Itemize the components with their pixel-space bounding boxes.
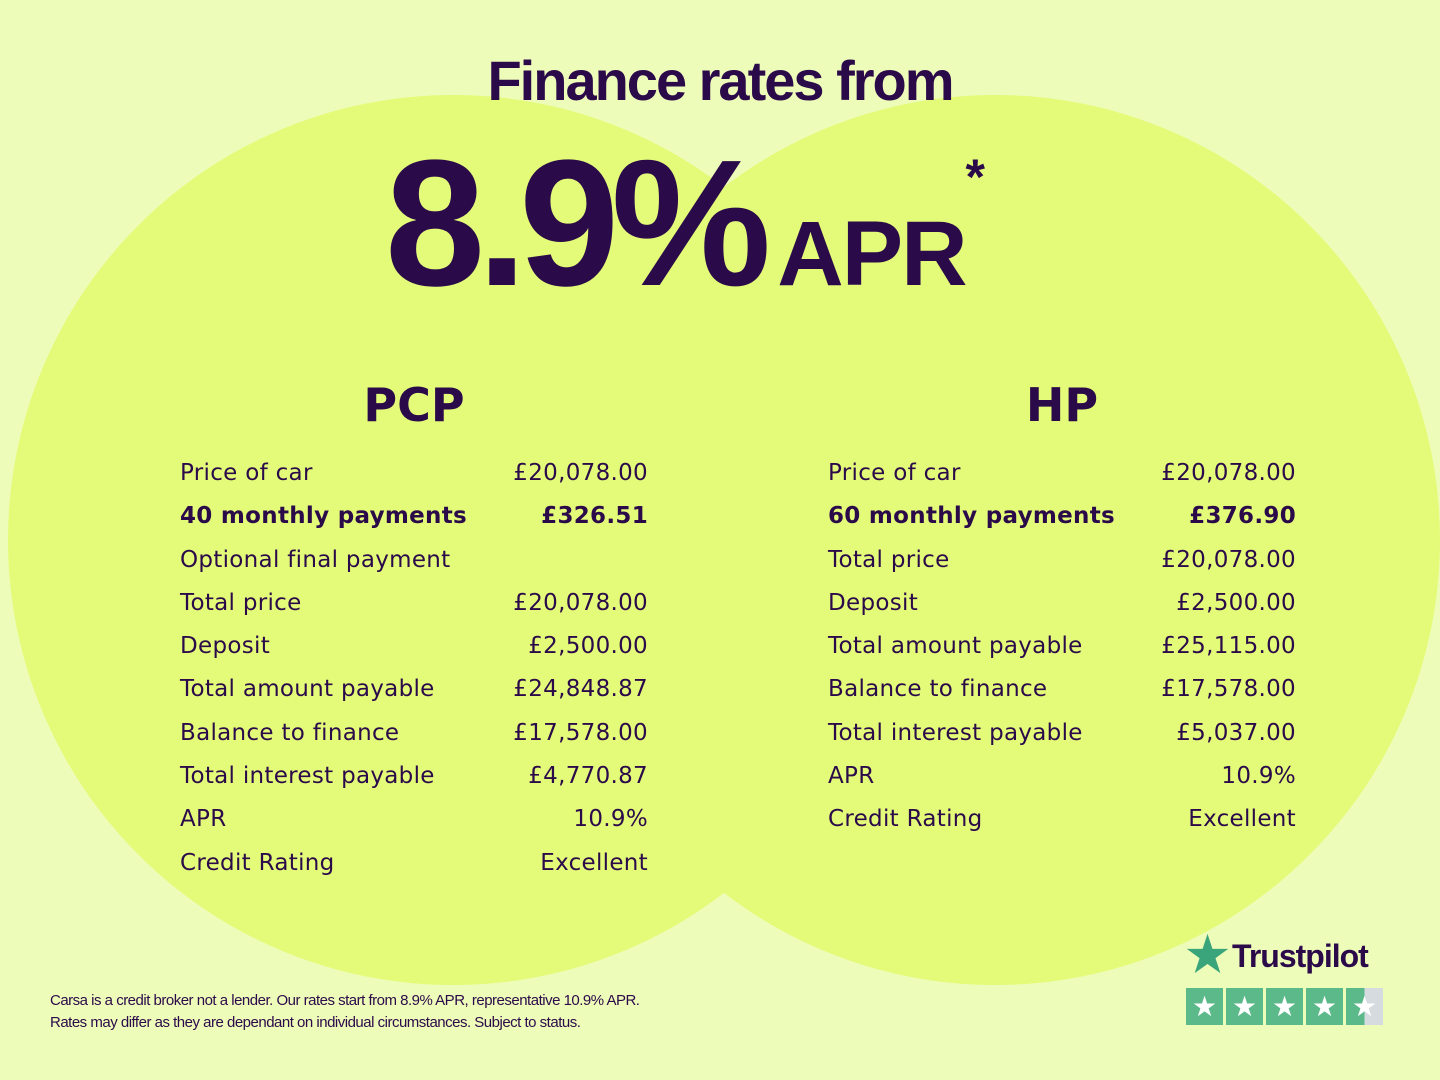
table-row: Deposit £2,500.00	[828, 590, 1296, 633]
row-label: Price of car	[180, 460, 313, 486]
table-row: Total amount payable £24,848.87	[180, 676, 648, 719]
row-label: Total interest payable	[828, 719, 1083, 746]
hp-table: HP Price of car £20,078.00 60 monthly paym…	[828, 378, 1296, 850]
rating-star-icon: ★	[1186, 988, 1223, 1025]
table-row: Total interest payable £4,770.87	[180, 763, 648, 806]
table-row: Total interest payable £5,037.00	[828, 720, 1296, 763]
row-label: Total price	[828, 546, 950, 573]
row-value: 10.9%	[1221, 763, 1296, 790]
pcp-table: PCP Price of car £20,078.00 40 monthly pay…	[180, 378, 648, 893]
trustpilot-badge[interactable]: ★ Trustpilot ★ ★ ★ ★ ★	[1186, 929, 1383, 1025]
row-value: £24,848.87	[513, 676, 648, 703]
row-label: Total interest payable	[180, 763, 435, 790]
row-label: APR	[828, 763, 875, 790]
row-value: £17,578.00	[1161, 676, 1296, 703]
table-row: Balance to finance £17,578.00	[180, 720, 648, 763]
table-row: Credit Rating Excellent	[828, 806, 1296, 849]
row-value: 10.9%	[573, 806, 648, 833]
row-value: £25,115.00	[1161, 633, 1296, 660]
trustpilot-rating: ★ ★ ★ ★ ★	[1186, 988, 1383, 1025]
table-row: Price of car £20,078.00	[828, 460, 1296, 503]
rating-star-icon: ★	[1266, 988, 1303, 1025]
rate-asterisk: *	[965, 149, 985, 205]
rate-display: 8.9% APR*	[385, 120, 985, 327]
row-label: Balance to finance	[180, 719, 400, 746]
row-label: 60 monthly payments	[828, 503, 1116, 530]
row-value: £2,500.00	[528, 633, 648, 660]
table-row: Total price £20,078.00	[828, 547, 1296, 590]
table-row: Price of car £20,078.00	[180, 460, 648, 503]
row-label: Price of car	[828, 460, 961, 486]
table-row: APR 10.9%	[828, 763, 1296, 806]
table-row: Credit Rating Excellent	[180, 850, 648, 893]
row-value: £376.90	[1189, 503, 1296, 530]
row-value: £20,078.00	[1161, 546, 1296, 573]
rate-value: 8.9%	[385, 123, 771, 324]
row-value: £17,578.00	[513, 719, 648, 746]
disclaimer-line: Rates may differ as they are dependant o…	[50, 1014, 581, 1031]
rating-star-icon: ★	[1226, 988, 1263, 1025]
row-value: £20,078.00	[513, 589, 648, 616]
rate-suffix: APR	[777, 203, 967, 305]
row-value: Excellent	[1188, 806, 1296, 833]
headline: Finance rates from	[487, 49, 954, 112]
row-value: £2,500.00	[1176, 589, 1296, 616]
rating-star-icon: ★	[1346, 988, 1383, 1025]
row-value: £4,770.87	[528, 763, 648, 790]
row-label: Balance to finance	[828, 676, 1048, 703]
row-label: Deposit	[828, 589, 919, 616]
trustpilot-name: Trustpilot	[1232, 937, 1369, 974]
row-label: Optional final payment	[180, 546, 451, 573]
pcp-title: PCP	[363, 378, 465, 432]
hp-title: HP	[1025, 378, 1099, 432]
row-value: £326.51	[541, 503, 648, 530]
table-row: 60 monthly payments £376.90	[828, 503, 1296, 546]
row-value: £5,037.00	[1176, 719, 1296, 746]
rating-star-icon: ★	[1306, 988, 1343, 1025]
star-icon: ★	[1186, 929, 1229, 982]
table-row: Total price £20,078.00	[180, 590, 648, 633]
row-label: Deposit	[180, 633, 271, 660]
table-row: Optional final payment	[180, 547, 648, 590]
disclaimer-line: Carsa is a credit broker not a lender. O…	[50, 992, 640, 1009]
row-label: Credit Rating	[828, 806, 983, 833]
row-label: Total amount payable	[180, 676, 435, 703]
table-row: 40 monthly payments £326.51	[180, 503, 648, 546]
row-label: Total amount payable	[828, 633, 1083, 660]
table-row: Deposit £2,500.00	[180, 633, 648, 676]
table-row: Total amount payable £25,115.00	[828, 633, 1296, 676]
row-value: £20,078.00	[1161, 460, 1296, 486]
table-row: APR 10.9%	[180, 806, 648, 849]
bg-circle-right	[550, 95, 1440, 985]
row-value: Excellent	[540, 849, 648, 876]
row-value: £20,078.00	[513, 460, 648, 486]
table-row: Balance to finance £17,578.00	[828, 676, 1296, 719]
row-label: Total price	[180, 589, 302, 616]
disclaimer: Carsa is a credit broker not a lender. O…	[50, 990, 640, 1034]
row-label: 40 monthly payments	[180, 503, 468, 530]
row-label: APR	[180, 806, 227, 833]
row-label: Credit Rating	[180, 849, 335, 876]
